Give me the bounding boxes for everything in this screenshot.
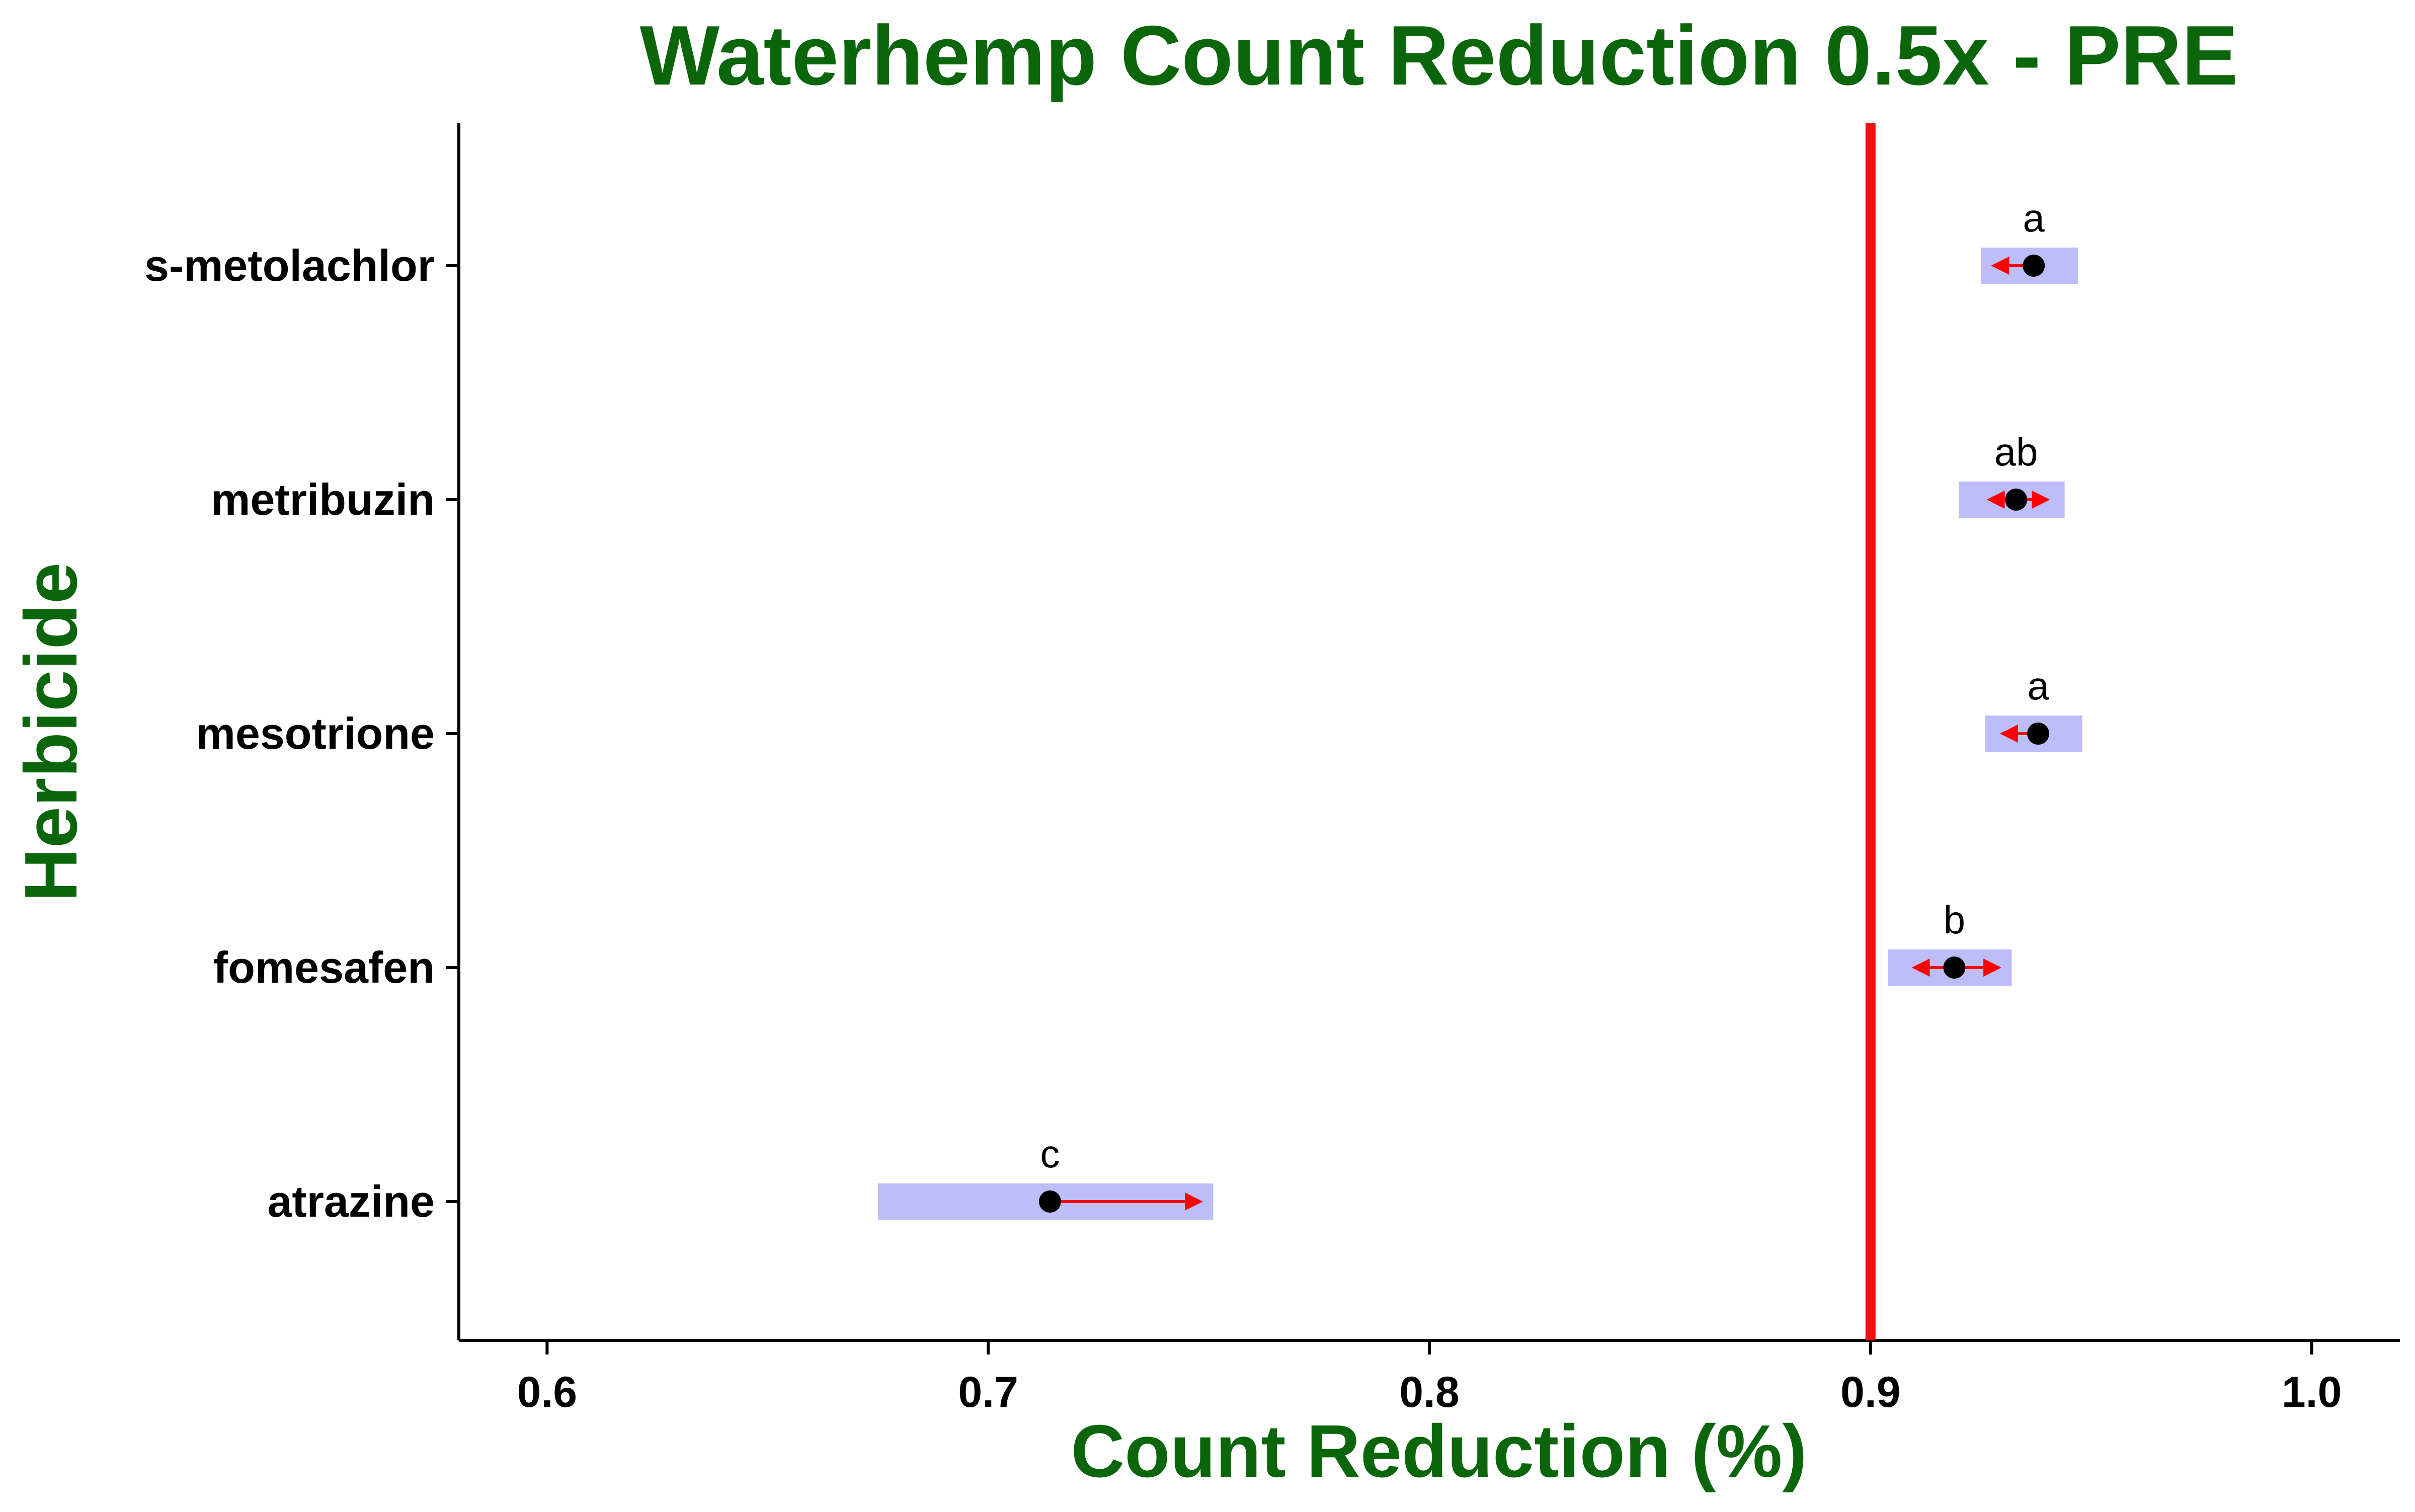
plot-area: 0.6 0.7 0.8 0.9 1.0 s-metolachlor a metribuzin a… (144, 123, 2400, 1416)
chart-title: Waterhemp Count Reduction 0.5x - PRE (640, 8, 2238, 103)
group-letter: a (2027, 664, 2049, 708)
point-estimate (2023, 255, 2045, 277)
category-label: metribuzin (211, 474, 435, 524)
group-letter: b (1944, 898, 1965, 942)
group-letter: c (1040, 1132, 1060, 1176)
point-estimate (2027, 723, 2050, 745)
x-tick-label: 0.8 (1399, 1368, 1460, 1416)
x-axis-title: Count Reduction (%) (1071, 1410, 1807, 1493)
y-axis-title: Herbicide (10, 563, 93, 902)
x-tick-label: 0.6 (517, 1368, 578, 1416)
group-letter: ab (1994, 430, 2038, 474)
category-label: s-metolachlor (144, 241, 435, 290)
category-label: fomesafen (213, 942, 435, 992)
group-letter: a (2023, 196, 2045, 240)
x-tick-label: 1.0 (2282, 1368, 2342, 1416)
x-tick-label: 0.9 (1840, 1368, 1901, 1416)
category-label: mesotrione (196, 708, 435, 758)
point-estimate (1943, 957, 1966, 979)
point-estimate (1038, 1190, 1061, 1213)
point-estimate (2005, 489, 2028, 511)
x-tick-label: 0.7 (958, 1368, 1018, 1416)
category-label: atrazine (267, 1176, 435, 1226)
